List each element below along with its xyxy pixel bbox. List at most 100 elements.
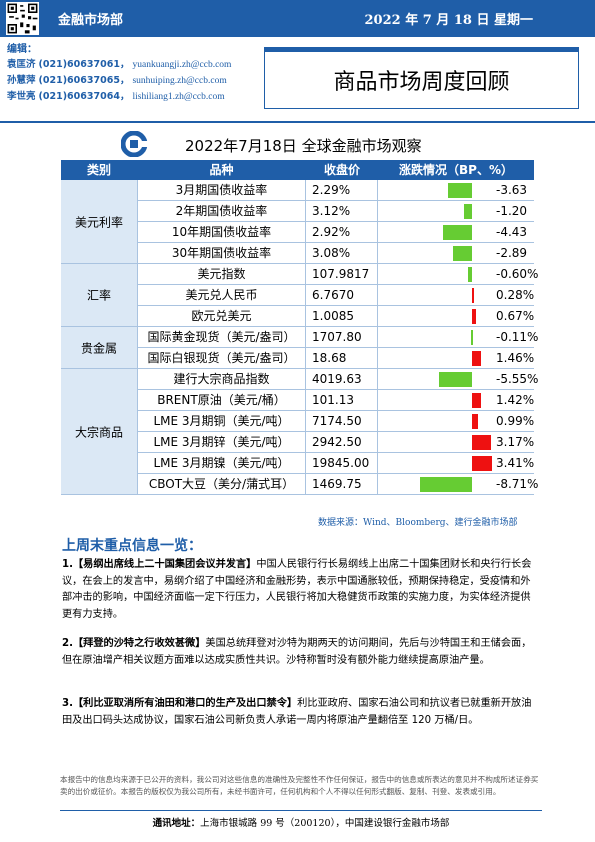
category-label: 大宗商品 [74, 425, 123, 439]
category-cell: 贵金属 [61, 327, 137, 369]
change-bar-negative [471, 330, 474, 345]
item-name: CBOT大豆（美分/蒲式耳） [137, 474, 306, 495]
item-name: BRENT原油（美元/桶） [137, 390, 306, 411]
change-cell: -1.20 [378, 201, 534, 222]
highlight-item: 2.【拜登的沙特之行收效甚微】美国总统拜登对沙特为期两天的访问期间，先后与沙特国… [62, 636, 540, 669]
item-name: 国际黄金现货（美元/盎司） [137, 327, 306, 348]
change-cell: -2.89 [378, 243, 534, 264]
item-name: 美元兑人民币 [137, 285, 306, 306]
editor-row: 孙慧萍 (021)60637065， sunhuiping.zh@ccb.com [7, 72, 227, 86]
table-row: 2年期国债收益率 3.12% -1.20 [137, 201, 534, 222]
table-row: 美元指数 107.9817 -0.60% [137, 264, 538, 285]
item-name: LME 3月期镍（美元/吨） [137, 453, 306, 474]
ccb-logo-icon [121, 131, 149, 157]
highlights-title: 上周末重点信息一览： [62, 538, 202, 554]
table-row: 国际黄金现货（美元/盎司） 1707.80 -0.11% [137, 327, 538, 348]
highlight-number: 3. [62, 698, 73, 709]
editors-label: 编辑： [7, 44, 37, 55]
change-cell: 1.42% [378, 390, 534, 411]
highlight-heading: 【易纲出席线上二十国集团会议并发言】 [72, 559, 257, 570]
change-cell: -3.63 [378, 180, 534, 201]
close-value: 1707.80 [306, 327, 378, 348]
close-value: 3.08% [306, 243, 378, 264]
table-row: 10年期国债收益率 2.92% -4.43 [137, 222, 534, 243]
change-value: 0.99% [496, 414, 535, 428]
highlight-heading: 【利比亚取消所有油田和港口的生产及出口禁令】 [72, 698, 298, 709]
table-row: 美元兑人民币 6.7670 0.28% [137, 285, 534, 306]
category-label: 美元利率 [74, 215, 123, 229]
change-bar-negative [464, 204, 472, 219]
item-name: 美元指数 [137, 264, 306, 285]
close-value: 2942.50 [306, 432, 378, 453]
change-value: 0.28% [496, 288, 535, 302]
category-cell: 大宗商品 [61, 369, 137, 495]
editor-email[interactable]: yuankuangji.zh@ccb.com [132, 60, 232, 70]
category-label: 汇率 [86, 288, 111, 303]
qr-code-graphic [6, 2, 39, 35]
item-name: 3月期国债收益率 [137, 180, 306, 201]
change-value: -8.71% [496, 477, 539, 491]
change-value: 0.67% [496, 309, 535, 323]
change-value: -5.55% [496, 372, 539, 386]
editor-phone: (021)60637064， [38, 91, 130, 102]
change-bar-positive [472, 288, 474, 303]
highlight-body: 中国人民银行行长易纲线上出席二十国集团财长和央行行长会议，在会上的发言中，易纲介… [62, 559, 532, 620]
change-value: 1.42% [496, 393, 535, 407]
change-bar-positive [472, 456, 493, 471]
highlight-heading: 【拜登的沙特之行收效甚微】 [72, 638, 206, 649]
close-value: 107.9817 [306, 264, 378, 285]
editor-email[interactable]: lishiliang1.zh@ccb.com [132, 92, 225, 102]
table-row: 欧元兑美元 1.0085 0.67% [137, 306, 534, 327]
change-cell: -0.11% [378, 327, 538, 348]
change-value: -0.60% [496, 267, 539, 281]
table-header-row: 类别 品种 收盘价 涨跌情况（BP、%） [61, 160, 534, 180]
change-cell: -4.43 [378, 222, 534, 243]
close-value: 19845.00 [306, 453, 378, 474]
document-title-box: 商品市场周度回顾 [264, 47, 579, 109]
table-row: LME 3月期镍（美元/吨） 19845.00 3.41% [137, 453, 534, 474]
editor-name: 袁匡济 [7, 59, 36, 70]
editor-name: 孙慧萍 [7, 75, 36, 86]
table-row: LME 3月期铜（美元/吨） 7174.50 0.99% [137, 411, 534, 432]
close-value: 6.7670 [306, 285, 378, 306]
department-name: 金融市场部 [58, 13, 124, 28]
report-date: 2022 年 7 月 18 日 星期一 [364, 13, 533, 28]
change-value: 3.17% [496, 435, 535, 449]
close-value: 2.92% [306, 222, 378, 243]
item-name: 2年期国债收益率 [137, 201, 306, 222]
change-bar-negative [448, 183, 472, 198]
editor-email[interactable]: sunhuiping.zh@ccb.com [132, 76, 227, 86]
close-value: 2.29% [306, 180, 378, 201]
change-cell: 0.67% [378, 306, 534, 327]
header-close: 收盘价 [323, 163, 360, 177]
change-value: -4.43 [496, 225, 528, 239]
header-item: 品种 [209, 163, 234, 177]
category-cell: 美元利率 [61, 180, 137, 264]
footer-divider [60, 810, 542, 811]
close-value: 7174.50 [306, 411, 378, 432]
change-cell: 3.17% [378, 432, 534, 453]
item-name: LME 3月期锌（美元/吨） [137, 432, 306, 453]
change-cell: -0.60% [378, 264, 538, 285]
editors-block: 编辑： 袁匡济 (021)60637061， yuankuangji.zh@cc… [0, 37, 595, 121]
change-cell: 0.99% [378, 411, 534, 432]
change-bar-negative [453, 246, 472, 261]
highlight-number: 2. [62, 638, 73, 649]
change-cell: 0.28% [378, 285, 534, 306]
change-bar-negative [468, 267, 472, 282]
change-bar-positive [472, 414, 478, 429]
close-value: 1.0085 [306, 306, 378, 327]
change-cell: -5.55% [378, 369, 538, 390]
data-source-note: 数据来源：Wind、Bloomberg、建行金融市场部 [318, 518, 518, 528]
change-cell: -8.71% [378, 474, 538, 495]
close-value: 101.13 [306, 390, 378, 411]
header-category: 类别 [86, 163, 111, 177]
item-name: 欧元兑美元 [137, 306, 306, 327]
footer-label: 通讯地址： [152, 818, 201, 829]
change-bar-positive [472, 393, 481, 408]
highlight-number: 1. [62, 559, 73, 570]
table-row: BRENT原油（美元/桶） 101.13 1.42% [137, 390, 534, 411]
category-label: 贵金属 [80, 341, 117, 355]
table-row: 30年期国债收益率 3.08% -2.89 [137, 243, 534, 264]
item-name: 10年期国债收益率 [137, 222, 306, 243]
